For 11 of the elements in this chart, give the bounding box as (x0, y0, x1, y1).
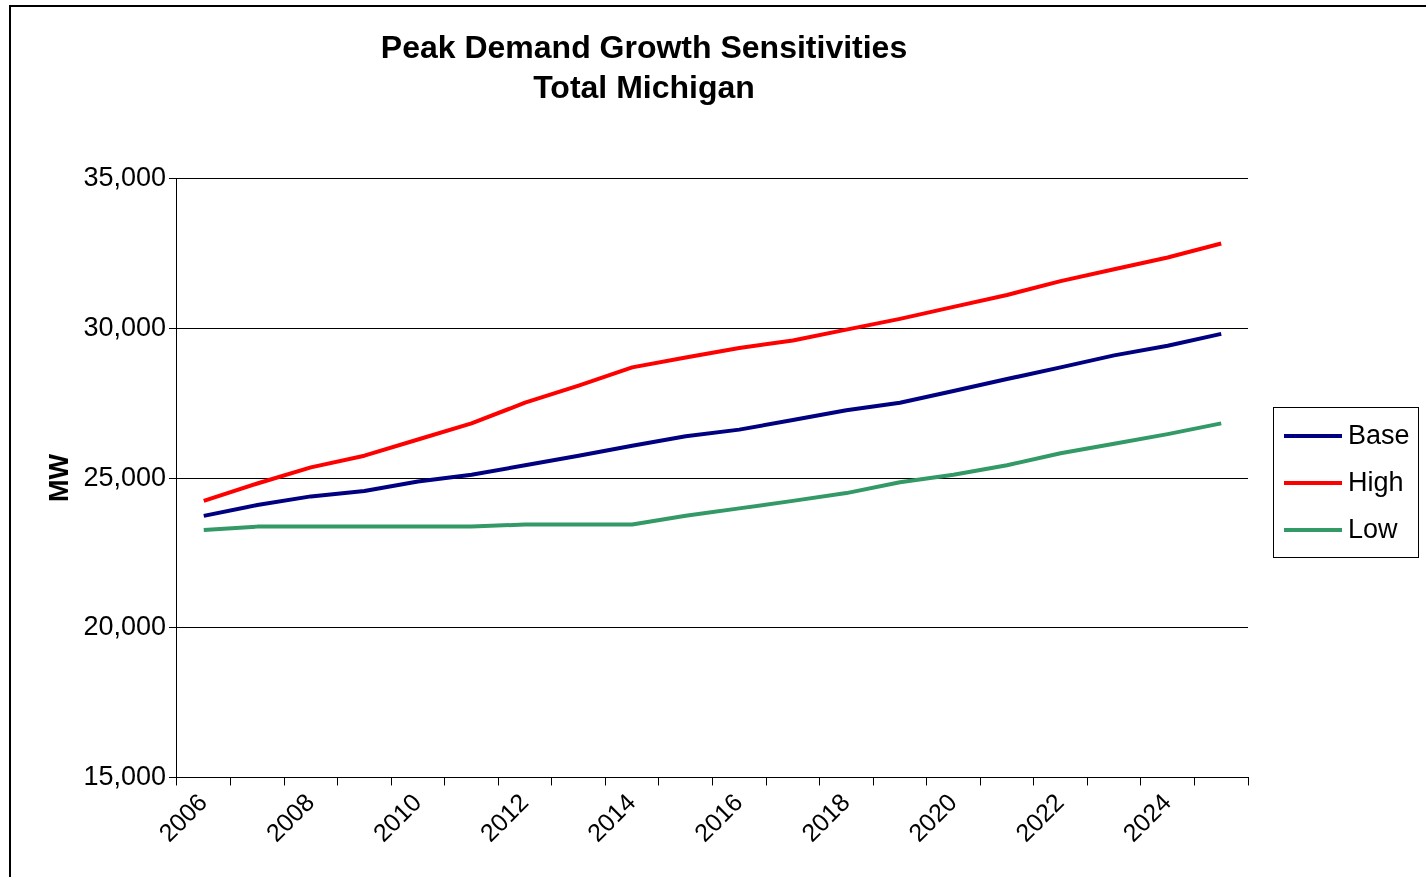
legend-label: Low (1348, 514, 1398, 545)
y-tick-label: 35,000 (83, 162, 166, 193)
y-tick-label: 20,000 (83, 611, 166, 642)
y-tick-label: 30,000 (83, 311, 166, 342)
chart-title: Peak Demand Growth Sensitivities (380, 29, 908, 66)
y-axis-title: MW (43, 453, 74, 503)
y-tick-label: 25,000 (83, 461, 166, 492)
y-tick-label: 15,000 (83, 760, 166, 791)
legend-label: High (1348, 467, 1404, 498)
chart-subtitle: Total Michigan (533, 69, 755, 106)
legend-label: Base (1348, 420, 1410, 451)
